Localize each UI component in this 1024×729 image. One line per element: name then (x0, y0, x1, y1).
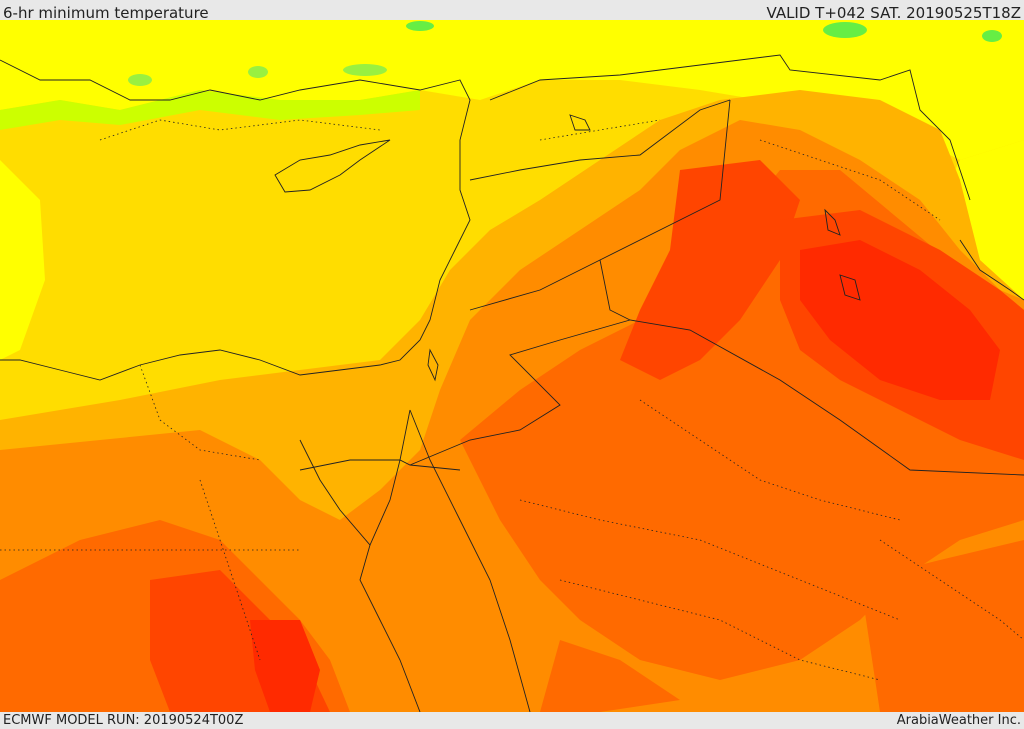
internal-boundaries (0, 119, 1024, 681)
footer-bar: ECMWF MODEL RUN: 20190524T00Z ArabiaWeat… (0, 712, 1024, 729)
temperature-zone-red (250, 620, 320, 712)
temperature-zone-yellow (940, 140, 1024, 300)
temperature-zone-green (823, 22, 867, 38)
temperature-zone-yellow (0, 160, 45, 360)
temperature-zone-green (128, 74, 152, 86)
temperature-zone-dark-orange (540, 640, 680, 712)
map-title: 6-hr minimum temperature (3, 4, 209, 22)
temperature-map (0, 20, 1024, 712)
credit: ArabiaWeather Inc. (896, 713, 1021, 728)
national-borders (299, 54, 1024, 476)
temperature-zone-red (800, 240, 1000, 400)
map-canvas (0, 20, 1024, 712)
model-run: ECMWF MODEL RUN: 20190524T00Z (3, 713, 244, 728)
temperature-zone-yellow (0, 20, 1024, 160)
temperature-zone-yellow-green (0, 90, 420, 130)
header-bar: 6-hr minimum temperature VALID T+042 SAT… (0, 0, 1024, 22)
temperature-zone-green (406, 21, 434, 31)
temperature-zone-green (248, 66, 268, 78)
temperature-zone-green (982, 30, 1002, 42)
valid-time: VALID T+042 SAT. 20190525T18Z (766, 4, 1021, 22)
temperature-zone-dark-orange (860, 540, 1024, 712)
temperature-zone-green (343, 64, 387, 76)
temperature-zone-red-orange (620, 160, 800, 380)
